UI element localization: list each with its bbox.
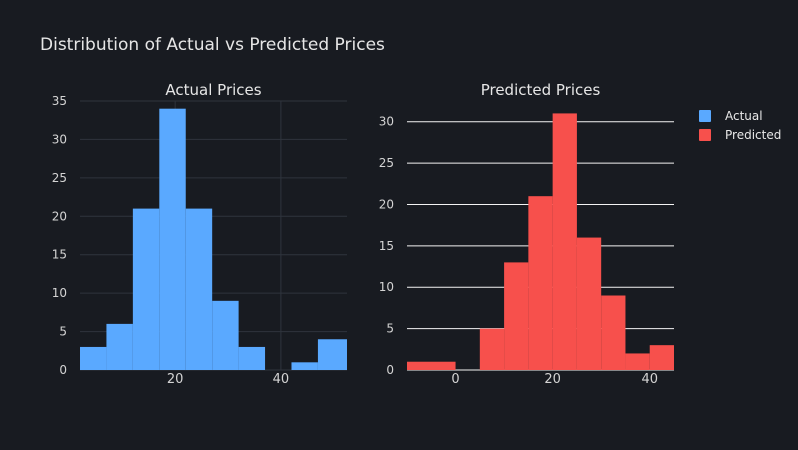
y-tick-label: 20 (52, 209, 67, 223)
legend-swatch-predicted (699, 128, 711, 141)
histogram-bar-predicted-8 (649, 345, 674, 370)
legend: Actual Predicted (699, 106, 781, 144)
legend-label-predicted: Predicted (725, 127, 782, 142)
histogram-bar-predicted-6 (601, 295, 626, 370)
x-tick-label: 40 (273, 372, 290, 387)
subplot-title-actual: Actual Prices (165, 81, 261, 99)
subplot-title-predicted: Predicted Prices (481, 81, 601, 99)
legend-label-actual: Actual (725, 108, 763, 123)
y-tick-label: 15 (379, 239, 394, 253)
legend-swatch-actual (699, 109, 711, 122)
histogram-bar-actual-8 (291, 362, 318, 370)
x-tick-label: 20 (167, 372, 184, 387)
y-tick-label: 25 (379, 156, 394, 170)
histogram-bar-actual-5 (212, 300, 239, 370)
histogram-bar-predicted-7 (625, 353, 650, 370)
histogram-bar-actual-1 (106, 323, 133, 370)
y-tick-label: 30 (379, 115, 394, 129)
histogram-bar-predicted-3 (528, 196, 553, 370)
histogram-bar-predicted-1 (479, 328, 505, 370)
y-tick-label: 0 (59, 363, 67, 377)
y-tick-label: 5 (386, 322, 394, 336)
y-tick-label: 5 (59, 325, 67, 339)
legend-item-predicted[interactable]: Predicted (699, 125, 781, 144)
y-tick-label: 30 (52, 132, 67, 146)
y-tick-label: 10 (379, 280, 394, 294)
y-tick-label: 0 (386, 363, 394, 377)
histogram-bar-actual-3 (159, 108, 186, 370)
chart-title: Distribution of Actual vs Predicted Pric… (40, 35, 385, 55)
histogram-bar-predicted-5 (576, 237, 602, 370)
histogram-bar-actual-0 (80, 346, 107, 370)
y-tick-label: 20 (379, 197, 394, 211)
histogram-bar-actual-9 (317, 339, 347, 370)
y-tick-label: 15 (52, 248, 67, 262)
legend-item-actual[interactable]: Actual (699, 106, 781, 125)
y-tick-label: 35 (52, 94, 67, 108)
y-tick-label: 10 (52, 286, 67, 300)
y-tick-label: 25 (52, 171, 67, 185)
x-tick-label: 40 (641, 372, 658, 387)
histogram-bar-actual-2 (132, 208, 160, 370)
histogram-bar-predicted-2 (504, 262, 529, 370)
histogram-bar-predicted-4 (552, 113, 577, 371)
histogram-bar-predicted-0 (407, 361, 456, 370)
histogram-bar-actual-4 (185, 208, 213, 370)
x-tick-label: 0 (451, 372, 459, 387)
x-tick-label: 20 (544, 372, 561, 387)
histogram-bar-actual-6 (238, 346, 266, 370)
